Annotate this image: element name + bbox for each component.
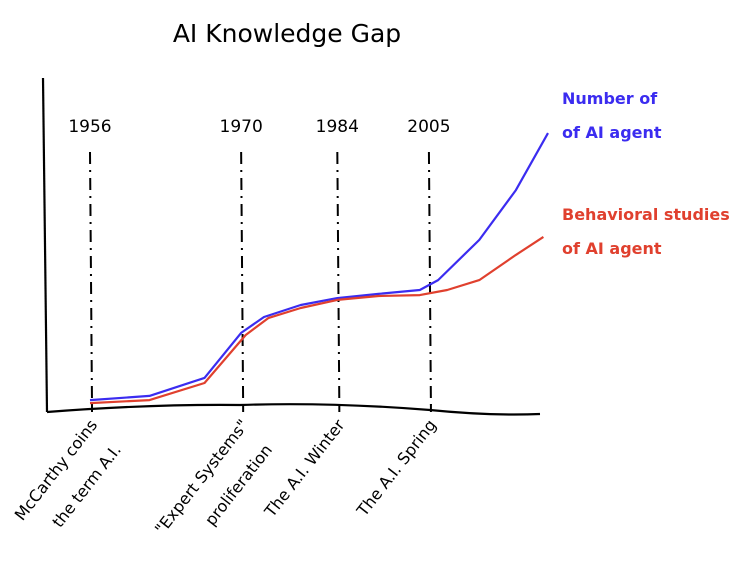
legend-label: Number of bbox=[562, 89, 658, 108]
event-marker-line bbox=[240, 151, 245, 406]
event-marker-line bbox=[89, 151, 93, 406]
event-year-label: 2005 bbox=[407, 117, 450, 137]
event-label-line: The A.I. Spring bbox=[352, 416, 440, 521]
y-axis bbox=[41, 77, 49, 413]
chart-title: AI Knowledge Gap bbox=[173, 19, 401, 48]
series-line-behavioral-studies bbox=[89, 235, 545, 405]
event-year-label: 1970 bbox=[220, 117, 263, 137]
event-year-label: 1984 bbox=[316, 117, 359, 137]
event-marker-line bbox=[336, 151, 341, 406]
legend-label: of AI agent bbox=[562, 239, 662, 258]
event-label: "Expert Systems"proliferation bbox=[151, 416, 276, 538]
x-axis bbox=[46, 403, 541, 416]
event-marker-line bbox=[427, 151, 432, 406]
legend-label: Behavioral studies bbox=[562, 205, 730, 224]
event-label-line: The A.I. Winter bbox=[260, 415, 349, 521]
legend-label: of AI agent bbox=[562, 123, 662, 142]
series-line-number-of-agents bbox=[89, 132, 549, 402]
event-label: The A.I. Spring bbox=[352, 416, 440, 521]
event-year-label: 1956 bbox=[68, 117, 111, 137]
event-label: The A.I. Winter bbox=[260, 415, 349, 521]
